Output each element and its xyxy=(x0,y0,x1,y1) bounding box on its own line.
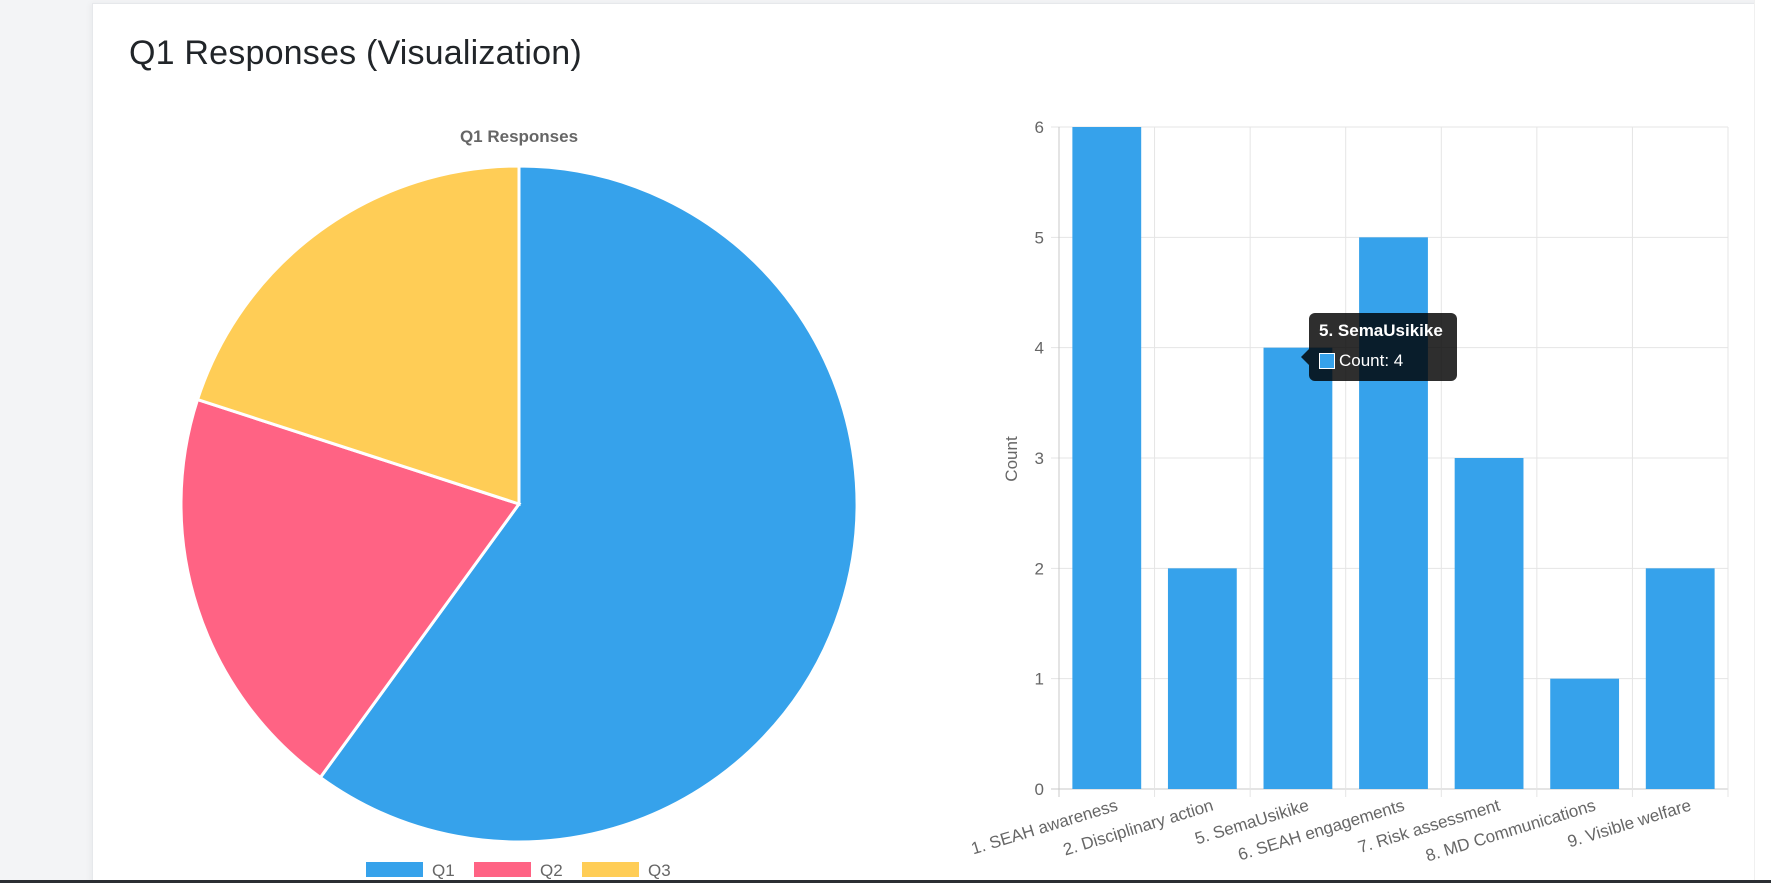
bar-9-visible-welfare[interactable] xyxy=(1645,568,1715,789)
legend-label-q3[interactable]: Q3 xyxy=(648,861,671,880)
pie-slice-q1[interactable] xyxy=(318,164,859,844)
bar-2-disciplinary-action[interactable] xyxy=(1167,568,1237,789)
bar-1-seah-awareness[interactable] xyxy=(1072,127,1142,789)
tooltip-label: Count: 4 xyxy=(1339,351,1404,370)
bar-7-risk-assessment[interactable] xyxy=(1454,458,1524,789)
y-tick-label: 6 xyxy=(1035,118,1044,137)
bar-tooltip: 5. SemaUsikike Count: 4 xyxy=(1301,313,1457,381)
pie-slice-q2[interactable] xyxy=(179,397,522,780)
tooltip-row: Count: 4 xyxy=(1319,351,1447,371)
y-tick-label: 4 xyxy=(1035,339,1044,358)
pie-chart-title: Q1 Responses xyxy=(460,127,578,146)
card-title: Q1 Responses (Visualization) xyxy=(129,34,582,72)
bottom-border xyxy=(0,880,1771,883)
legend-label-q2[interactable]: Q2 xyxy=(540,861,563,880)
bar-5-semausikike[interactable] xyxy=(1263,347,1333,789)
right-edge xyxy=(1754,0,1771,883)
pie-slice-q3[interactable] xyxy=(195,164,521,507)
legend-swatch-q1[interactable] xyxy=(366,862,423,877)
y-tick-label: 2 xyxy=(1035,559,1044,578)
legend-swatch-q2[interactable] xyxy=(474,862,531,877)
y-tick-label: 3 xyxy=(1035,449,1044,468)
y-axis-label: Count xyxy=(1002,436,1021,482)
y-tick-label: 5 xyxy=(1035,228,1044,247)
y-tick-label: 1 xyxy=(1035,670,1044,689)
y-tick-label: 0 xyxy=(1035,780,1044,799)
tooltip-color-swatch xyxy=(1319,353,1335,369)
left-gutter xyxy=(0,0,92,883)
legend-label-q1[interactable]: Q1 xyxy=(432,861,455,880)
legend-swatch-q3[interactable] xyxy=(582,862,639,877)
tooltip-title: 5. SemaUsikike xyxy=(1319,321,1443,340)
bar-8-md-communications[interactable] xyxy=(1550,678,1620,789)
